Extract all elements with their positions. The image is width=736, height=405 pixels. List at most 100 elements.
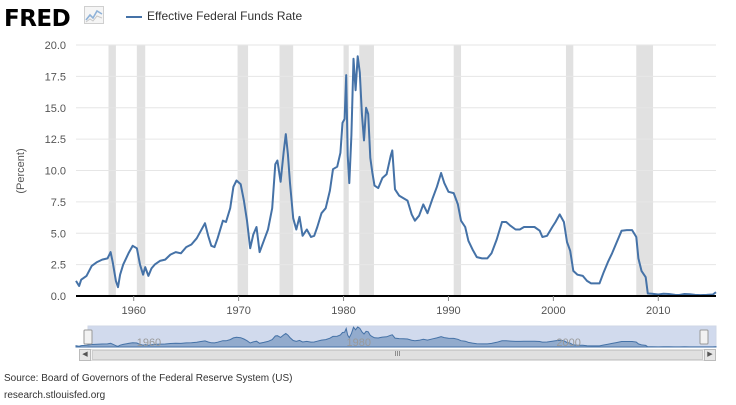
data-point[interactable] <box>435 185 438 188</box>
data-point[interactable] <box>495 238 498 241</box>
data-point[interactable] <box>576 273 579 276</box>
data-point[interactable] <box>179 252 182 255</box>
data-point[interactable] <box>475 256 478 259</box>
data-point[interactable] <box>546 234 549 237</box>
data-point[interactable] <box>144 266 147 269</box>
navigator-handle-right[interactable] <box>699 329 709 345</box>
data-point[interactable] <box>195 237 198 240</box>
data-point[interactable] <box>289 182 292 185</box>
data-point[interactable] <box>514 228 517 231</box>
data-point[interactable] <box>569 249 572 252</box>
data-point[interactable] <box>363 139 366 142</box>
data-point[interactable] <box>78 284 81 287</box>
data-point[interactable] <box>566 241 569 244</box>
data-point[interactable] <box>369 156 372 159</box>
scroll-right-button[interactable]: ▶ <box>704 349 716 361</box>
data-point[interactable] <box>360 113 363 116</box>
data-point[interactable] <box>538 229 541 232</box>
data-point[interactable] <box>305 228 308 231</box>
data-point[interactable] <box>381 177 384 180</box>
data-point[interactable] <box>662 292 665 295</box>
data-point[interactable] <box>406 199 409 202</box>
scrollbar-thumb[interactable]: III <box>92 350 703 360</box>
data-point[interactable] <box>471 248 474 251</box>
data-point[interactable] <box>122 263 125 266</box>
data-point[interactable] <box>153 263 156 266</box>
data-point[interactable] <box>139 263 142 266</box>
fred-logo[interactable]: FRED <box>4 6 71 32</box>
data-point[interactable] <box>328 189 331 192</box>
data-point[interactable] <box>402 197 405 200</box>
data-point[interactable] <box>174 251 177 254</box>
data-point[interactable] <box>80 278 83 281</box>
data-point[interactable] <box>279 180 282 183</box>
data-point[interactable] <box>252 233 255 236</box>
data-point[interactable] <box>541 236 544 239</box>
data-point[interactable] <box>90 264 93 267</box>
data-point[interactable] <box>505 220 508 223</box>
data-point[interactable] <box>235 179 238 182</box>
data-point[interactable] <box>210 244 213 247</box>
data-point[interactable] <box>554 220 557 223</box>
data-point[interactable] <box>242 199 245 202</box>
data-point[interactable] <box>447 190 450 193</box>
data-point[interactable] <box>274 163 277 166</box>
data-point[interactable] <box>199 229 202 232</box>
data-point[interactable] <box>320 212 323 215</box>
data-point[interactable] <box>85 274 88 277</box>
data-point[interactable] <box>558 213 561 216</box>
data-point[interactable] <box>131 244 134 247</box>
data-point[interactable] <box>119 273 122 276</box>
data-point[interactable] <box>500 220 503 223</box>
data-point[interactable] <box>431 197 434 200</box>
data-point[interactable] <box>135 247 138 250</box>
data-point[interactable] <box>216 237 219 240</box>
data-point[interactable] <box>345 74 348 77</box>
data-point[interactable] <box>523 225 526 228</box>
data-point[interactable] <box>464 225 467 228</box>
data-point[interactable] <box>75 279 78 282</box>
data-point[interactable] <box>367 113 370 116</box>
data-point[interactable] <box>585 279 588 282</box>
data-point[interactable] <box>286 153 289 156</box>
data-point[interactable] <box>590 282 593 285</box>
data-point[interactable] <box>460 219 463 222</box>
data-point[interactable] <box>651 292 654 295</box>
data-point[interactable] <box>348 182 351 185</box>
data-point[interactable] <box>418 214 421 217</box>
data-point[interactable] <box>377 187 380 190</box>
data-point[interactable] <box>625 229 628 232</box>
data-point[interactable] <box>352 57 355 60</box>
data-point[interactable] <box>298 215 301 218</box>
data-point[interactable] <box>640 269 643 272</box>
data-point[interactable] <box>356 55 359 58</box>
data-point[interactable] <box>150 267 153 270</box>
data-point[interactable] <box>301 234 304 237</box>
data-point[interactable] <box>232 185 235 188</box>
data-point[interactable] <box>267 228 270 231</box>
data-point[interactable] <box>310 236 313 239</box>
data-point[interactable] <box>343 118 346 121</box>
data-point[interactable] <box>127 252 130 255</box>
data-point[interactable] <box>221 219 224 222</box>
data-point[interactable] <box>611 252 614 255</box>
data-point[interactable] <box>316 225 319 228</box>
data-point[interactable] <box>631 229 634 232</box>
series-line[interactable] <box>75 55 717 297</box>
data-point[interactable] <box>509 224 512 227</box>
data-point[interactable] <box>358 71 361 74</box>
data-point[interactable] <box>413 219 416 222</box>
data-point[interactable] <box>142 273 145 276</box>
data-point[interactable] <box>606 261 609 264</box>
data-point[interactable] <box>426 212 429 215</box>
data-point[interactable] <box>562 220 565 223</box>
data-point[interactable] <box>239 183 242 186</box>
data-point[interactable] <box>440 172 443 175</box>
data-point[interactable] <box>190 243 193 246</box>
data-point[interactable] <box>393 188 396 191</box>
data-point[interactable] <box>350 134 353 137</box>
data-point[interactable] <box>528 225 531 228</box>
data-point[interactable] <box>225 220 228 223</box>
data-point[interactable] <box>551 225 554 228</box>
data-point[interactable] <box>258 251 261 254</box>
